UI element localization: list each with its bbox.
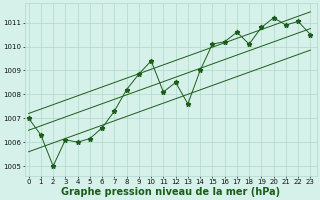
X-axis label: Graphe pression niveau de la mer (hPa): Graphe pression niveau de la mer (hPa) [61, 187, 280, 197]
